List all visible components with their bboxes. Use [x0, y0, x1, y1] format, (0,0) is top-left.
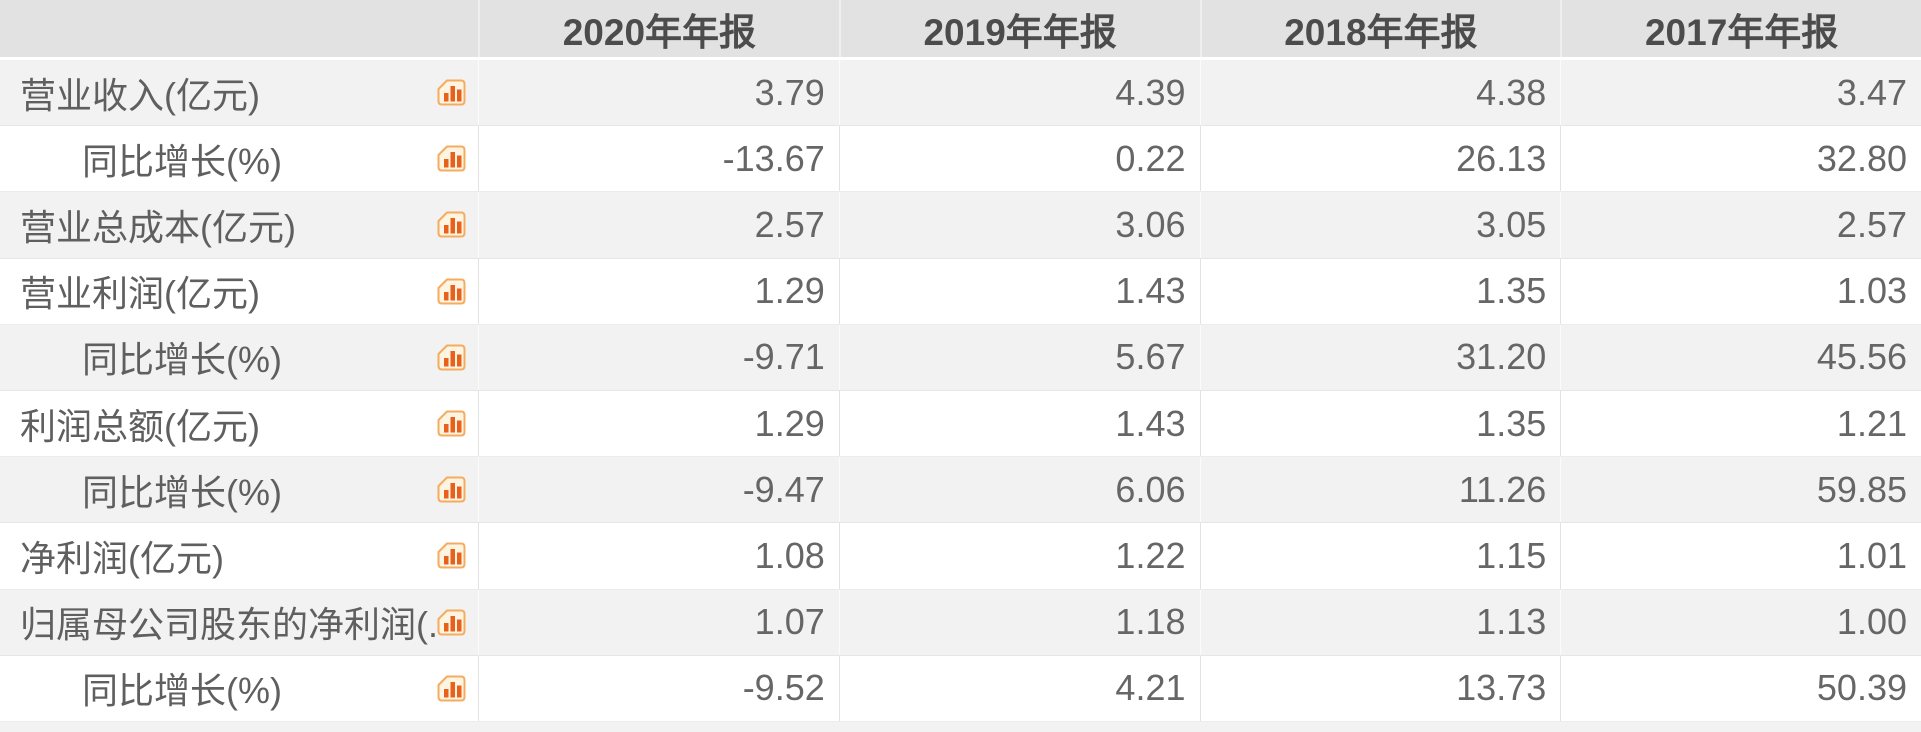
row-label: 同比增长(%) — [82, 140, 282, 182]
value-cell: -9.52 — [478, 655, 839, 721]
value-cell: 59.85 — [1560, 457, 1921, 523]
bar-chart-icon[interactable] — [437, 145, 466, 172]
table-row: 营业总成本(亿元) 2.57 3.06 3.05 2.57 — [0, 192, 1921, 259]
value-cell: 11.26 — [1199, 457, 1561, 523]
row-label: 同比增长(%) — [82, 670, 282, 712]
value-cell: 1.00 — [1560, 589, 1921, 655]
row-label-cell: 利润总额(亿元) — [0, 391, 478, 456]
header-empty-cell — [0, 0, 478, 57]
row-label-cell: 同比增长(%) — [0, 325, 478, 390]
row-label: 营业收入(亿元) — [20, 74, 260, 116]
value-cell: 3.47 — [1560, 60, 1921, 126]
row-label: 同比增长(%) — [82, 471, 282, 513]
value-cell: 1.21 — [1560, 390, 1921, 457]
row-label-cell: 营业总成本(亿元) — [0, 192, 478, 257]
row-label: 归属母公司股东的净利润(... — [20, 604, 437, 646]
table-row: 营业利润(亿元) 1.29 1.43 1.35 1.03 — [0, 258, 1921, 325]
value-cell: 3.06 — [838, 192, 1200, 258]
value-cell: 4.39 — [838, 60, 1200, 126]
bar-chart-icon[interactable] — [437, 278, 466, 305]
row-label: 利润总额(亿元) — [20, 405, 260, 447]
row-label-cell: 同比增长(%) — [0, 126, 478, 191]
next-row-partial — [0, 721, 1921, 732]
value-cell: 1.01 — [1560, 523, 1921, 589]
header-col-2019: 2019年年报 — [838, 0, 1200, 57]
value-cell: 1.29 — [478, 390, 839, 457]
value-cell: 4.21 — [838, 655, 1200, 721]
value-cell: 0.22 — [838, 126, 1200, 192]
table-row: 同比增长(%) -9.71 5.67 31.20 45.56 — [0, 324, 1921, 391]
value-cell: 26.13 — [1199, 126, 1561, 192]
table-row: 营业收入(亿元) 3.79 4.39 4.38 3.47 — [0, 60, 1921, 127]
table-header-row: 2020年年报 2019年年报 2018年年报 2017年年报 — [0, 0, 1921, 57]
value-cell: 3.05 — [1199, 192, 1561, 258]
row-label: 营业总成本(亿元) — [20, 206, 296, 248]
row-label-cell: 归属母公司股东的净利润(... — [0, 590, 478, 655]
row-label-cell: 净利润(亿元) — [0, 523, 478, 588]
value-cell: 50.39 — [1560, 655, 1921, 721]
table-row: 利润总额(亿元) 1.29 1.43 1.35 1.21 — [0, 390, 1921, 458]
header-col-2018: 2018年年报 — [1199, 0, 1561, 57]
table-row: 归属母公司股东的净利润(... 1.07 1.18 1.13 1.00 — [0, 589, 1921, 656]
table-row: 同比增长(%) -13.67 0.22 26.13 32.80 — [0, 126, 1921, 193]
value-cell: 1.43 — [838, 390, 1200, 457]
row-label: 净利润(亿元) — [20, 537, 224, 579]
bar-chart-icon[interactable] — [437, 344, 466, 371]
table-row: 净利润(亿元) 1.08 1.22 1.15 1.01 — [0, 523, 1921, 590]
row-label-cell: 同比增长(%) — [0, 656, 478, 721]
bar-chart-icon[interactable] — [437, 542, 466, 569]
row-label-cell: 营业利润(亿元) — [0, 259, 478, 324]
value-cell: 1.18 — [838, 589, 1200, 655]
value-cell: -13.67 — [478, 126, 839, 192]
bar-chart-icon[interactable] — [437, 675, 466, 702]
value-cell: 6.06 — [838, 457, 1200, 523]
value-cell: 1.15 — [1199, 523, 1561, 589]
table-row: 同比增长(%) -9.47 6.06 11.26 59.85 — [0, 457, 1921, 524]
value-cell: 1.35 — [1199, 390, 1561, 457]
value-cell: 5.67 — [838, 324, 1200, 390]
value-cell: 1.22 — [838, 523, 1200, 589]
value-cell: 45.56 — [1560, 324, 1921, 390]
row-label-cell: 营业收入(亿元) — [0, 60, 478, 125]
value-cell: 13.73 — [1199, 655, 1561, 721]
value-cell: 1.13 — [1199, 589, 1561, 655]
bar-chart-icon[interactable] — [437, 79, 466, 106]
table-body: 营业收入(亿元) 3.79 4.39 4.38 3.47 同比增长(%) -13.67 0… — [0, 60, 1921, 722]
value-cell: -9.71 — [478, 324, 839, 390]
value-cell: 2.57 — [478, 192, 839, 258]
header-col-2020: 2020年年报 — [478, 0, 839, 57]
row-label-cell: 同比增长(%) — [0, 457, 478, 522]
row-label: 营业利润(亿元) — [20, 273, 260, 315]
value-cell: 1.43 — [838, 258, 1200, 324]
row-label: 同比增长(%) — [82, 339, 282, 381]
value-cell: 4.38 — [1199, 60, 1561, 126]
value-cell: 3.79 — [478, 60, 839, 126]
bar-chart-icon[interactable] — [437, 410, 466, 437]
value-cell: 31.20 — [1199, 324, 1561, 390]
value-cell: -9.47 — [478, 457, 839, 523]
bar-chart-icon[interactable] — [437, 476, 466, 503]
bar-chart-icon[interactable] — [437, 211, 466, 238]
value-cell: 1.08 — [478, 523, 839, 589]
value-cell: 1.29 — [478, 258, 839, 324]
table-row: 同比增长(%) -9.52 4.21 13.73 50.39 — [0, 655, 1921, 722]
value-cell: 2.57 — [1560, 192, 1921, 258]
bar-chart-icon[interactable] — [437, 609, 466, 636]
value-cell: 1.07 — [478, 589, 839, 655]
value-cell: 32.80 — [1560, 126, 1921, 192]
header-col-2017: 2017年年报 — [1560, 0, 1921, 57]
value-cell: 1.03 — [1560, 258, 1921, 324]
value-cell: 1.35 — [1199, 258, 1561, 324]
